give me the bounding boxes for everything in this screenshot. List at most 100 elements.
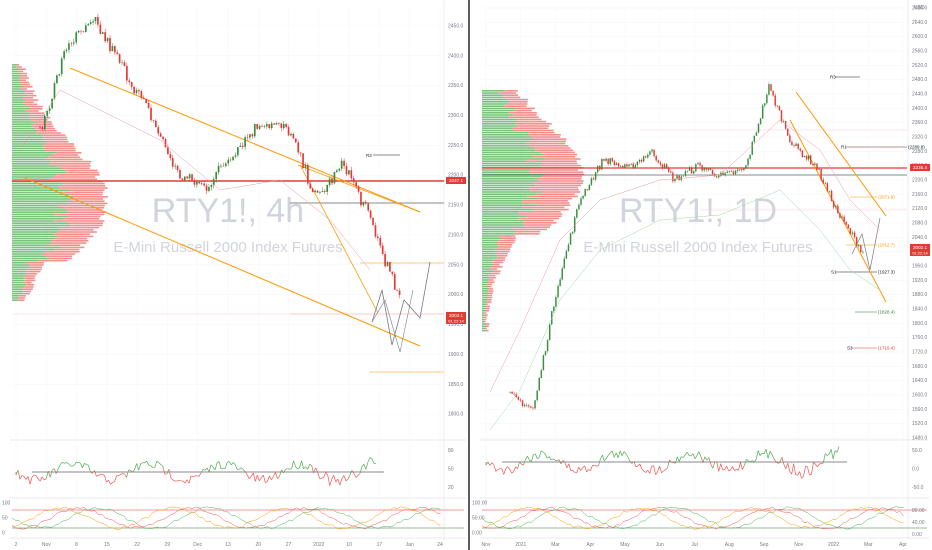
volume-profile-bar-up (12, 240, 52, 242)
volume-profile-bar-up (12, 191, 62, 194)
rsi-segment (154, 460, 158, 468)
rsi-segment (706, 457, 710, 461)
candle-down (398, 290, 401, 295)
volume-profile-bar-up (12, 211, 69, 213)
candle-down (532, 407, 534, 409)
left-time-tick: 27 (286, 542, 292, 548)
candle-down (372, 217, 374, 226)
rsi-segment (279, 469, 282, 477)
rsi-segment (521, 463, 524, 466)
volume-profile-bar-down (503, 94, 519, 96)
right-level-badge: 2235.4 (910, 164, 930, 171)
volume-profile-bar-up (12, 279, 25, 282)
volume-profile-bar-down (23, 281, 32, 284)
candle-up (58, 74, 61, 76)
volume-profile-bar-down (530, 136, 561, 138)
volume-profile-bar-down (545, 158, 581, 160)
rsi-segment (168, 469, 172, 478)
rsi-segment (604, 458, 607, 462)
candle-down (774, 95, 776, 106)
rsi-segment (813, 462, 816, 465)
rsi-segment (611, 450, 615, 458)
candle-down (517, 396, 520, 400)
rsi-segment (507, 466, 510, 470)
rsi-segment (511, 471, 514, 474)
volume-profile-bar-down (22, 290, 32, 293)
candle-up (728, 171, 730, 172)
candle-down (678, 175, 680, 181)
candle-up (135, 90, 138, 94)
volume-profile-bar-up (482, 255, 498, 257)
volume-profile-bar-down (486, 283, 492, 286)
rsi-segment (704, 456, 708, 461)
candle-up (624, 164, 626, 168)
volume-profile-bar-down (519, 211, 561, 213)
volume-profile-bar-up (12, 70, 19, 73)
candle-up (63, 51, 65, 59)
candle-up (747, 158, 749, 166)
candle-up (651, 149, 653, 152)
candle-down (586, 189, 588, 190)
candle-down (617, 163, 620, 167)
candle-down (515, 394, 517, 397)
candle-up (263, 126, 266, 127)
candle-up (56, 75, 58, 84)
rsi-segment (17, 470, 21, 480)
rsi-segment (261, 474, 264, 478)
volume-profile-bar-down (51, 160, 92, 163)
candle-down (592, 178, 595, 180)
rsi-segment (339, 478, 343, 486)
rsi-segment (748, 460, 751, 463)
right-price-tick: 2640.0 (912, 20, 928, 26)
rsi-segment (645, 469, 648, 473)
candle-up (282, 123, 285, 129)
rsi-segment (84, 463, 87, 465)
candle-up (53, 83, 56, 99)
rsi-segment (615, 452, 619, 458)
candle-down (393, 274, 396, 290)
volume-profile-bar-down (515, 230, 541, 233)
rsi-segment (281, 469, 284, 474)
volume-profile-bar-up (482, 288, 489, 290)
rsi-segment (527, 456, 530, 461)
rsi-segment (341, 475, 345, 480)
volume-profile-bar-down (58, 226, 100, 229)
rsi-segment (210, 464, 214, 468)
candle-down (709, 168, 712, 171)
volume-profile-bar-up (482, 290, 489, 292)
volume-profile-bar-up (12, 145, 44, 147)
volume-profile-bar-up (12, 235, 58, 238)
rsi-segment (51, 468, 55, 471)
volume-profile-bar-up (12, 266, 29, 268)
volume-profile-bar-down (493, 263, 500, 266)
rsi-segment (757, 450, 761, 456)
rsi-segment (742, 465, 745, 470)
rsi-segment (588, 469, 591, 471)
rsi-segment (580, 467, 583, 471)
volume-profile-bar-up (482, 147, 535, 149)
candle-down (179, 170, 181, 179)
rsi-segment (657, 465, 660, 472)
rsi-segment (682, 454, 686, 458)
volume-profile-bar-down (485, 303, 488, 305)
volume-profile-bar-down (50, 257, 73, 260)
left-price-tick: 2350.0 (448, 83, 464, 89)
volume-profile-bar-down (19, 81, 30, 84)
candle-down (822, 179, 824, 184)
volume-profile-bar-down (506, 98, 529, 101)
left-price-tick: 2200.0 (448, 173, 464, 179)
volume-profile-bar-up (12, 220, 55, 222)
rsi-segment (323, 471, 327, 478)
rsi-segment (206, 467, 210, 473)
rsi-segment (629, 461, 633, 464)
candle-down (377, 236, 379, 238)
candle-up (693, 171, 695, 174)
volume-profile-bar-up (12, 83, 22, 86)
rsi-segment (265, 481, 268, 484)
left-time-tick: 2022 (313, 542, 324, 548)
volume-profile-bar-down (529, 145, 569, 147)
volume-profile-bar-up (482, 215, 528, 217)
candle-up (734, 170, 737, 175)
volume-profile-bar-down (55, 237, 88, 240)
